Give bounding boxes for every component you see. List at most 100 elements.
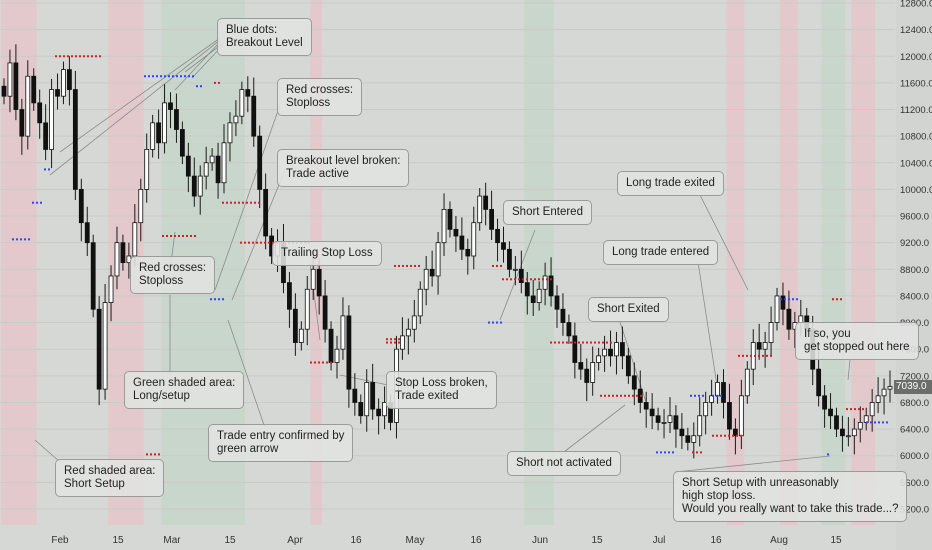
stoploss-cross: [586, 341, 588, 344]
x-tick-label: Feb: [51, 535, 69, 546]
candle-body: [512, 268, 518, 271]
stoploss-cross: [738, 354, 740, 357]
note-trade-entry: Trade entry confirmed by green arrow: [208, 424, 354, 462]
stoploss-cross: [418, 264, 420, 267]
candle-body: [221, 142, 227, 184]
candle-body: [542, 275, 548, 290]
candle-body: [762, 342, 768, 350]
candle-body: [304, 288, 310, 330]
stoploss-cross: [574, 341, 576, 344]
candle-body: [435, 242, 441, 277]
x-tick-label: Jul: [653, 535, 666, 546]
note-trailing-stop: Trailing Stop Loss: [272, 241, 382, 266]
candle-body: [548, 275, 554, 297]
candle-body: [756, 342, 762, 350]
short-setup-shading: [851, 0, 876, 525]
candle-body: [614, 342, 619, 357]
stoploss-cross: [762, 354, 764, 357]
breakout-dot: [192, 75, 194, 78]
note-breakout-level: Blue dots: Breakout Level: [217, 18, 312, 56]
stoploss-cross: [63, 55, 65, 58]
candle-body: [816, 368, 822, 397]
candle-body: [376, 408, 382, 417]
stoploss-cross: [736, 434, 738, 437]
stoploss-cross: [546, 278, 548, 281]
candle-body: [7, 62, 13, 97]
candle-body: [61, 69, 66, 97]
annotation-leader: [697, 261, 719, 393]
breakout-dot: [874, 421, 876, 424]
y-tick-label: 5600.0: [900, 478, 929, 489]
candle-body: [114, 242, 120, 277]
breakout-dot: [44, 168, 46, 171]
candle-body: [209, 155, 215, 164]
candle-body: [292, 308, 298, 343]
stoploss-cross: [700, 451, 702, 454]
stoploss-cross: [218, 81, 220, 84]
breakout-dot: [882, 421, 884, 424]
candle-body: [685, 435, 691, 443]
stoploss-cross: [530, 278, 532, 281]
stoploss-cross: [79, 55, 81, 58]
candle-body: [732, 428, 738, 437]
candle-body: [524, 282, 530, 297]
candle-body: [174, 109, 179, 130]
last-price-label: 7039.0: [894, 379, 932, 394]
candle-body: [465, 248, 471, 257]
breakout-dot: [488, 321, 490, 324]
stoploss-cross: [87, 55, 89, 58]
candle-body: [744, 368, 750, 397]
stoploss-cross: [858, 408, 860, 411]
stoploss-cross: [256, 241, 258, 244]
short-setup-shading: [726, 0, 745, 525]
x-tick-label: 15: [112, 535, 124, 546]
candle-body: [138, 189, 144, 224]
candle-body: [620, 342, 625, 357]
stoploss-cross: [67, 55, 69, 58]
breakout-dot: [200, 85, 202, 88]
annotation-leader: [34, 439, 61, 463]
stoploss-cross: [75, 55, 77, 58]
stoploss-cross: [746, 354, 748, 357]
breakout-dot: [827, 453, 829, 456]
breakout-dot: [168, 75, 170, 78]
stoploss-cross: [250, 201, 252, 204]
note-long-exited: Long trade exited: [617, 171, 724, 196]
stoploss-cross: [506, 278, 508, 281]
candle-body: [483, 195, 489, 210]
note-breakout-broken: Breakout level broken: Trade active: [277, 149, 410, 187]
stoploss-cross: [608, 394, 610, 397]
candle-body: [768, 322, 774, 343]
stoploss-cross: [624, 394, 626, 397]
stoploss-cross: [610, 341, 612, 344]
y-tick-label: 10800.0: [900, 132, 932, 143]
breakout-dot: [886, 421, 888, 424]
candle-body: [150, 122, 156, 150]
stoploss-cross: [186, 235, 188, 238]
candle-body: [25, 75, 31, 137]
candle-body: [185, 155, 191, 177]
candle-body: [84, 222, 90, 244]
stoploss-cross: [174, 235, 176, 238]
stoploss-cross: [598, 341, 600, 344]
stoploss-cross: [850, 408, 852, 411]
breakout-dot: [500, 321, 502, 324]
stoploss-cross: [846, 408, 848, 411]
breakout-dot: [866, 421, 868, 424]
candle-body: [625, 355, 631, 377]
short-setup-shading: [779, 0, 798, 525]
breakout-dot: [24, 238, 26, 241]
stoploss-cross: [620, 394, 622, 397]
breakout-dot: [184, 75, 186, 78]
candle-body: [96, 308, 102, 390]
candle-body: [530, 295, 536, 303]
stoploss-cross: [606, 341, 608, 344]
stoploss-cross: [832, 298, 834, 301]
stoploss-cross: [226, 201, 228, 204]
candle-body: [19, 109, 25, 137]
candle-body: [602, 348, 607, 357]
breakout-dot: [492, 321, 494, 324]
stoploss-cross: [732, 434, 734, 437]
candle-body: [67, 69, 72, 90]
stoploss-cross: [244, 241, 246, 244]
